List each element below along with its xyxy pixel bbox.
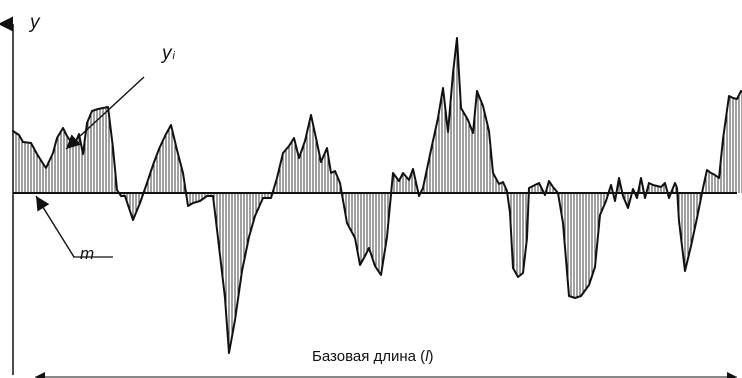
baseline-length-prefix: Базовая длина ( [312,348,426,365]
y-axis-label: y [30,12,40,33]
profile-line [12,37,742,354]
mean-line-label: m [80,244,95,263]
baseline-length-suffix: ) [428,348,434,365]
ordinate-subscript: i [172,50,175,62]
ordinate-label: yi [162,44,175,63]
ordinate-symbol: y [162,43,172,64]
ordinate-pointer [65,76,145,150]
baseline-length-label: Базовая длина (l) [309,349,437,364]
mean-line-pointer [35,195,75,258]
baseline-length-symbol: l [425,348,429,365]
